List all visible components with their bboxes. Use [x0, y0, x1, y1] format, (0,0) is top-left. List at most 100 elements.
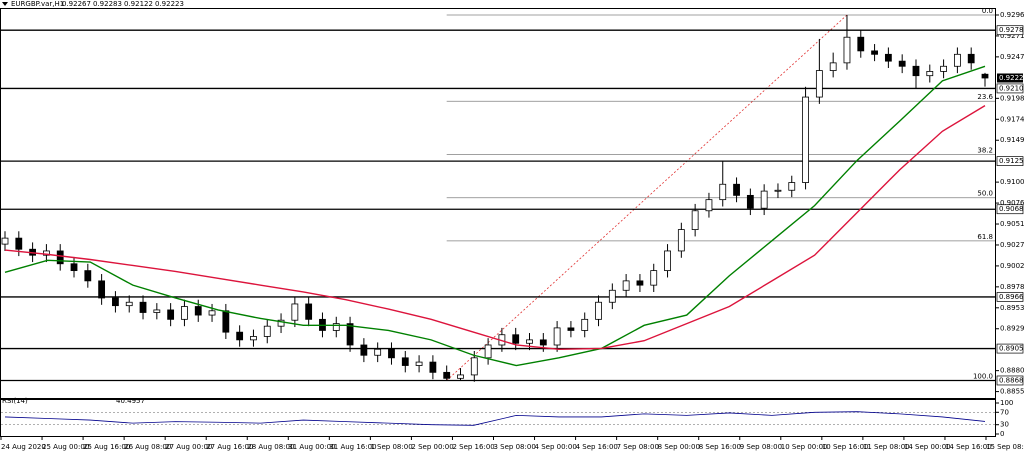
rsi-tick-label: 100 — [1000, 399, 1013, 407]
candle-body — [650, 270, 658, 286]
fib-label: 50.0 — [977, 190, 993, 198]
candle-body — [884, 53, 892, 62]
x-tick-label: 3 Sep 08:00 — [494, 443, 536, 451]
candle-body — [277, 319, 285, 327]
x-tick-label: 27 Aug 00:00 — [165, 443, 212, 451]
moving-average — [4, 105, 986, 350]
candle-body — [70, 263, 78, 272]
x-tick-label: 7 Sep 08:00 — [617, 443, 659, 451]
candle-body — [788, 182, 796, 191]
level-label: 0.89058 — [999, 345, 1024, 353]
candle-body — [443, 371, 451, 379]
x-tick-label: 27 Aug 16:00 — [206, 443, 253, 451]
candle-body — [691, 210, 699, 230]
current-price-box — [997, 73, 1023, 83]
candle-body — [664, 250, 671, 272]
candle-body — [940, 65, 947, 72]
y-tick-label: 0.89535 — [1000, 304, 1024, 312]
x-tick-label: 15 Sep 08:00 — [986, 443, 1024, 451]
candle-body — [263, 325, 271, 337]
x-tick-label: 10 Sep 16:00 — [822, 443, 869, 451]
candle-body — [843, 36, 851, 64]
candle-body — [967, 53, 975, 64]
candle-body — [595, 301, 602, 320]
candle-body — [608, 289, 616, 303]
x-tick-label: 24 Aug 2020 — [1, 443, 46, 451]
candle-body — [346, 323, 354, 346]
level-label: 0.89662 — [999, 293, 1024, 301]
candle-body — [457, 374, 464, 379]
rsi-value: 40.4957 — [116, 397, 145, 405]
candle-body — [208, 310, 216, 316]
y-tick-label: 0.91985 — [1000, 94, 1024, 102]
x-tick-label: 26 Aug 08:00 — [124, 443, 171, 451]
candle-body — [181, 306, 188, 320]
x-tick-label: 8 Sep 16:00 — [699, 443, 741, 451]
y-tick-label: 0.90025 — [1000, 262, 1024, 270]
rsi-frame — [0, 399, 996, 437]
candle-body — [222, 310, 230, 333]
candle-body — [98, 280, 106, 299]
candle-body — [719, 183, 727, 201]
rsi-tick-label: 0 — [1000, 430, 1004, 438]
x-tick-label: 28 Aug 08:00 — [247, 443, 294, 451]
x-tick-label: 31 Aug 16:00 — [329, 443, 376, 451]
candle-body — [926, 71, 934, 77]
fib-label: 38.2 — [977, 147, 993, 155]
candle-body — [332, 323, 340, 331]
candle-body — [622, 280, 630, 291]
x-tick-label: 4 Sep 16:00 — [576, 443, 618, 451]
x-tick-label: 25 Aug 00:00 — [42, 443, 89, 451]
candle-body — [512, 334, 520, 344]
candle-body — [953, 53, 961, 67]
symbol: EURGBP.var,H1 — [11, 0, 64, 8]
level-box — [996, 375, 1024, 386]
level-label: 0.90688 — [999, 205, 1024, 213]
candle-body — [374, 348, 382, 356]
candle-body — [388, 348, 395, 359]
candle-body — [194, 306, 202, 316]
main-frame — [0, 8, 996, 399]
candle-body — [815, 70, 823, 98]
candle-body — [871, 50, 878, 55]
x-tick-label: 14 Sep 00:00 — [904, 443, 951, 451]
x-tick-label: 2 Sep 00:00 — [411, 443, 453, 451]
level-box — [996, 156, 1024, 166]
candle-body — [1, 237, 9, 245]
level-label: 0.88685 — [999, 376, 1024, 384]
current-price-label: 0.92223 — [999, 74, 1024, 82]
candle-body — [733, 183, 740, 196]
header-value: 0.92122 — [124, 0, 153, 8]
rsi-name: RSI(14) — [2, 397, 28, 405]
header-value: 0.92267 — [62, 0, 91, 8]
fib-label: 61.8 — [977, 233, 993, 241]
candle-body — [291, 303, 299, 321]
candle-body — [705, 199, 713, 212]
candle-body — [526, 339, 533, 344]
x-tick-label: 10 Sep 00:00 — [781, 443, 828, 451]
candle-body — [15, 237, 23, 250]
candle-body — [567, 327, 575, 331]
candle-body — [305, 303, 313, 320]
x-tick-label: 25 Aug 16:00 — [83, 443, 130, 451]
candle-body — [553, 327, 561, 346]
x-tick-label: 1 Sep 08:00 — [370, 443, 412, 451]
candle-body — [125, 301, 133, 307]
y-tick-label: 0.92715 — [1000, 32, 1024, 40]
fib-label: 0.0 — [982, 7, 993, 15]
candle-body — [167, 309, 175, 320]
candle-body — [746, 194, 754, 209]
x-tick-label: 4 Sep 00:00 — [535, 443, 577, 451]
header-value: 0.92283 — [93, 0, 122, 8]
candle-body — [857, 36, 865, 52]
rsi-tick-label: 30 — [1000, 421, 1009, 429]
level-label: 0.91251 — [999, 157, 1024, 165]
